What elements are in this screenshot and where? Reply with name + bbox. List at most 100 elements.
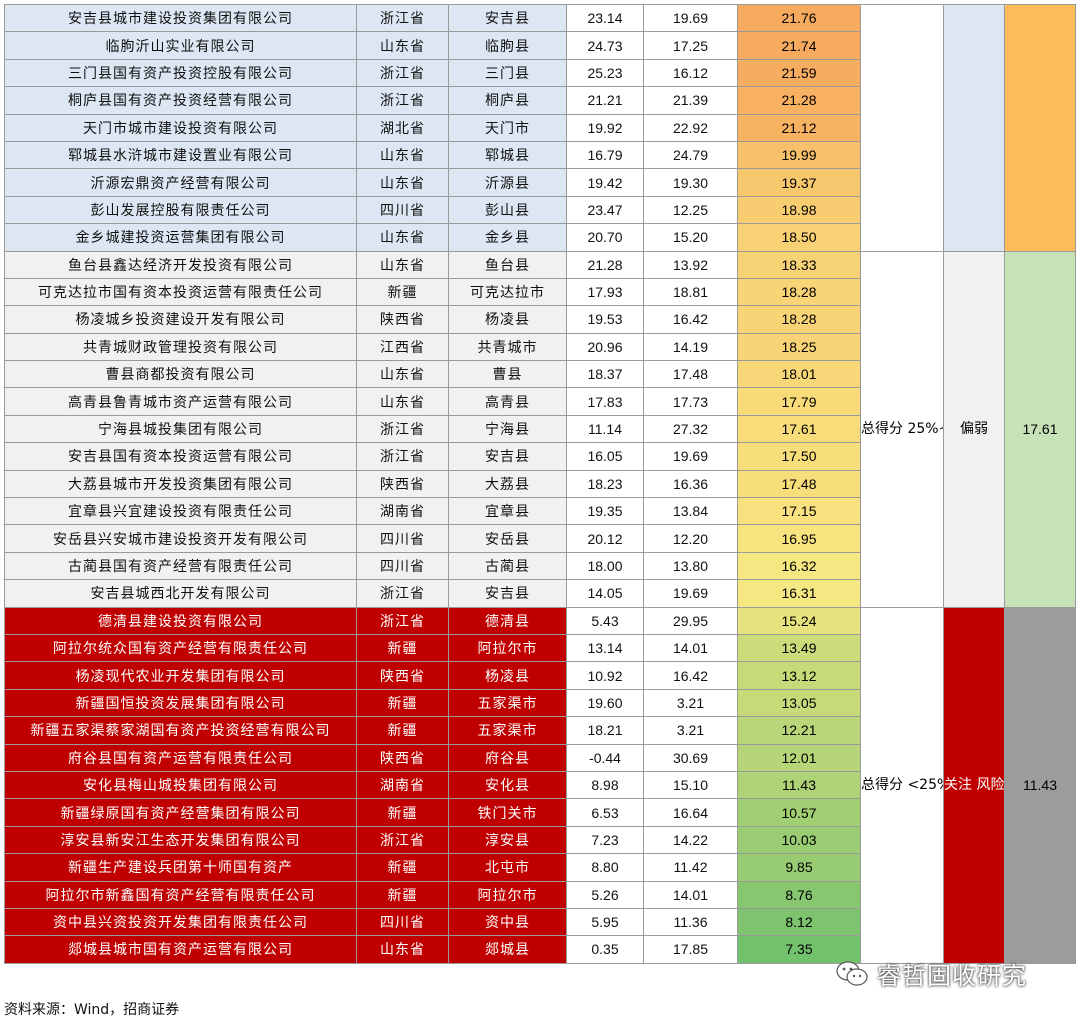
table-row: 府谷县国有资产运营有限责任公司 陕西省 府谷县 -0.44 30.69 12.01	[4, 743, 1076, 772]
city-cell: 五家渠市	[448, 716, 567, 745]
company-name-cell: 金乡城建投资运营集团有限公司	[4, 223, 357, 252]
table-row: 资中县兴资投资开发集团有限责任公司 四川省 资中县 5.95 11.36 8.12	[4, 907, 1076, 937]
city-cell: 共青城市	[448, 332, 567, 362]
total-score-cell: 18.28	[737, 277, 861, 307]
total-score-cell: 16.95	[737, 524, 861, 553]
score-b-cell: 14.01	[643, 880, 738, 909]
score-b-cell: 15.10	[643, 770, 738, 800]
score-a-cell: 18.21	[566, 716, 644, 745]
company-name-cell: 宁海县城投集团有限公司	[4, 414, 357, 444]
province-cell: 山东省	[356, 250, 449, 279]
score-b-cell: 16.36	[643, 469, 738, 499]
table-row: 可克达拉市国有资本投资运营有限责任公司 新疆 可克达拉市 17.93 18.81 18.2…	[4, 277, 1076, 307]
table-row: 新疆国恒投资发展集团有限公司 新疆 五家渠市 19.60 3.21 13.05	[4, 688, 1076, 718]
total-score-cell: 18.01	[737, 360, 861, 389]
score-a-cell: 16.79	[566, 140, 644, 170]
province-cell: 浙江省	[356, 3, 449, 33]
table-row: 安化县梅山城投集团有限公司 湖南省 安化县 8.98 15.10 11.43	[4, 770, 1076, 800]
city-cell: 古蔺县	[448, 551, 567, 581]
city-cell: 高青县	[448, 387, 567, 416]
province-cell: 四川省	[356, 551, 449, 581]
band-top-desc	[860, 4, 944, 252]
total-score-cell: 18.28	[737, 305, 861, 334]
company-name-cell: 天门市城市建设投资有限公司	[4, 113, 357, 142]
score-a-cell: 5.43	[566, 606, 644, 635]
score-b-cell: 13.92	[643, 250, 738, 279]
table-row: 郓城县水浒城市建设置业有限公司 山东省 郓城县 16.79 24.79 19.99	[4, 140, 1076, 170]
total-score-cell: 9.85	[737, 853, 861, 882]
score-b-cell: 17.85	[643, 935, 738, 964]
province-cell: 浙江省	[356, 414, 449, 444]
table-row: 三门县国有资产投资控股有限公司 浙江省 三门县 25.23 16.12 21.59	[4, 58, 1076, 88]
company-name-cell: 可克达拉市国有资本投资运营有限责任公司	[4, 277, 357, 307]
city-cell: 天门市	[448, 113, 567, 142]
city-cell: 桐庐县	[448, 86, 567, 115]
score-a-cell: 19.92	[566, 113, 644, 142]
total-score-cell: 17.48	[737, 469, 861, 499]
score-a-cell: 21.21	[566, 86, 644, 115]
score-b-cell: 18.81	[643, 277, 738, 307]
total-score-cell: 15.24	[737, 606, 861, 635]
city-cell: 大荔县	[448, 469, 567, 499]
province-cell: 浙江省	[356, 58, 449, 88]
table-row: 沂源宏鼎资产经营有限公司 山东省 沂源县 19.42 19.30 19.37	[4, 168, 1076, 197]
city-cell: 郯城县	[448, 935, 567, 964]
province-cell: 陕西省	[356, 743, 449, 772]
province-cell: 新疆	[356, 277, 449, 307]
table-row: 桐庐县国有资产投资经营有限公司 浙江省 桐庐县 21.21 21.39 21.28	[4, 86, 1076, 115]
score-b-cell: 11.36	[643, 907, 738, 937]
score-b-cell: 15.20	[643, 223, 738, 252]
band-mid-level: 偏弱	[943, 250, 1005, 608]
watermark: 睿哲固收研究	[835, 956, 1027, 991]
score-a-cell: 20.96	[566, 332, 644, 362]
total-score-cell: 18.25	[737, 332, 861, 362]
band-top-level	[943, 4, 1005, 252]
city-cell: 郓城县	[448, 140, 567, 170]
province-cell: 新疆	[356, 880, 449, 909]
province-cell: 新疆	[356, 853, 449, 882]
score-b-cell: 14.19	[643, 332, 738, 362]
score-a-cell: 19.42	[566, 168, 644, 197]
city-cell: 安吉县	[448, 3, 567, 33]
score-b-cell: 24.79	[643, 140, 738, 170]
score-b-cell: 13.84	[643, 497, 738, 526]
city-cell: 临朐县	[448, 31, 567, 60]
score-a-cell: 19.60	[566, 688, 644, 718]
total-score-cell: 17.50	[737, 442, 861, 471]
score-a-cell: 11.14	[566, 414, 644, 444]
score-b-cell: 12.20	[643, 524, 738, 553]
band-mid-score: 17.61	[1004, 250, 1076, 608]
table-row: 杨凌城乡投资建设开发有限公司 陕西省 杨凌县 19.53 16.42 18.28	[4, 305, 1076, 334]
score-b-cell: 11.42	[643, 853, 738, 882]
company-name-cell: 彭山发展控股有限责任公司	[4, 195, 357, 225]
province-cell: 山东省	[356, 31, 449, 60]
city-cell: 杨凌县	[448, 305, 567, 334]
province-cell: 陕西省	[356, 305, 449, 334]
band-low-score: 11.43	[1004, 606, 1076, 964]
table-row: 天门市城市建设投资有限公司 湖北省 天门市 19.92 22.92 21.12	[4, 113, 1076, 142]
table-row: 阿拉尔市新鑫国有资产经营有限责任公司 新疆 阿拉尔市 5.26 14.01 8.76	[4, 880, 1076, 909]
table-row: 阿拉尔统众国有资产经营有限责任公司 新疆 阿拉尔市 13.14 14.01 13.49	[4, 633, 1076, 663]
province-cell: 浙江省	[356, 442, 449, 471]
company-name-cell: 安吉县城西北开发有限公司	[4, 579, 357, 608]
company-name-cell: 共青城财政管理投资有限公司	[4, 332, 357, 362]
company-name-cell: 安岳县兴安城市建设投资开发有限公司	[4, 524, 357, 553]
city-cell: 杨凌县	[448, 661, 567, 690]
total-score-cell: 17.79	[737, 387, 861, 416]
city-cell: 德清县	[448, 606, 567, 635]
score-a-cell: 20.12	[566, 524, 644, 553]
total-score-cell: 21.12	[737, 113, 861, 142]
table-row: 安吉县城西北开发有限公司 浙江省 安吉县 14.05 19.69 16.31	[4, 579, 1076, 608]
province-cell: 山东省	[356, 935, 449, 964]
company-name-cell: 新疆国恒投资发展集团有限公司	[4, 688, 357, 718]
total-score-cell: 8.76	[737, 880, 861, 909]
total-score-cell: 21.76	[737, 3, 861, 33]
city-cell: 彭山县	[448, 195, 567, 225]
score-b-cell: 14.01	[643, 633, 738, 663]
table-row: 新疆生产建设兵团第十师国有资产 新疆 北屯市 8.80 11.42 9.85	[4, 853, 1076, 882]
score-b-cell: 17.48	[643, 360, 738, 389]
score-a-cell: 19.35	[566, 497, 644, 526]
city-cell: 三门县	[448, 58, 567, 88]
province-cell: 浙江省	[356, 579, 449, 608]
province-cell: 新疆	[356, 798, 449, 827]
